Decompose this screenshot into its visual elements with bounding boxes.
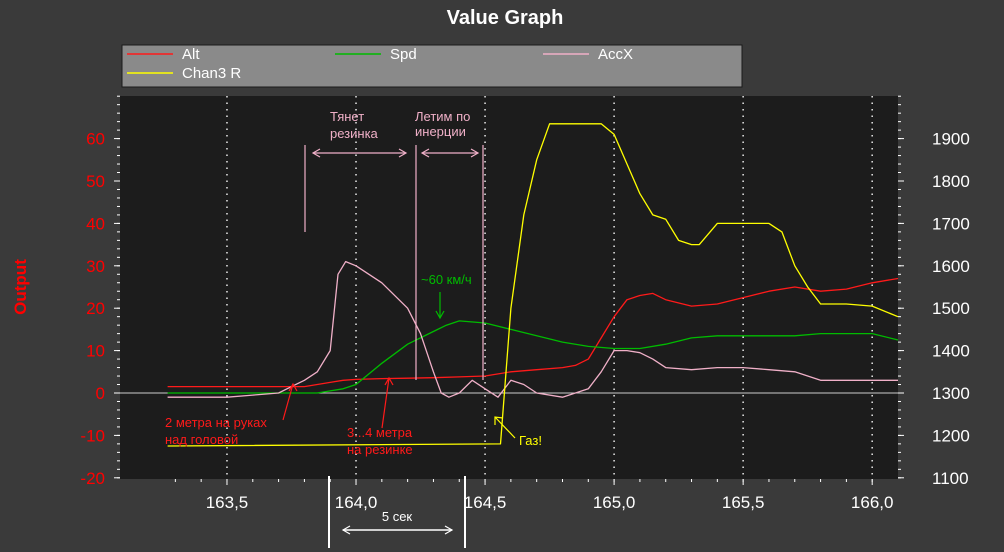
series-line-alt xyxy=(167,277,899,388)
arrow-line xyxy=(381,377,390,429)
arrow-head xyxy=(398,148,408,158)
series-line-chan3-r xyxy=(167,123,899,447)
y-tick-label: 30 xyxy=(86,257,105,276)
y2-tick-label: 1800 xyxy=(932,172,970,191)
annotation-sec5: 5 сек xyxy=(382,509,413,524)
annotation-spd60: ~60 км/ч xyxy=(421,272,472,287)
x-tick-label: 163,5 xyxy=(206,493,249,512)
y2-tick-label: 1100 xyxy=(932,469,969,488)
legend-box xyxy=(121,44,743,88)
y-axis-label: Output xyxy=(11,259,30,315)
x-tick-label: 165,0 xyxy=(593,493,636,512)
y2-tick-label: 1700 xyxy=(932,214,970,233)
legend-entry: Chan3 R xyxy=(182,65,241,82)
y2-tick-label: 1600 xyxy=(932,257,970,276)
annotation-ruki: 2 метра на руках xyxy=(165,415,267,430)
y-tick-label: -20 xyxy=(80,469,105,488)
arrow-line xyxy=(282,383,294,421)
arrow-head xyxy=(435,310,445,320)
arrow-head xyxy=(444,525,454,535)
y2-tick-label: 1900 xyxy=(932,130,970,149)
y-tick-label: 20 xyxy=(86,299,105,318)
arrow-head xyxy=(470,148,480,158)
annotation-gaz: Газ! xyxy=(519,433,542,448)
arrow-head xyxy=(341,525,351,535)
y-tick-label: 50 xyxy=(86,172,105,191)
annotation-ruki: над головой xyxy=(165,432,238,447)
arrow-head xyxy=(288,382,298,392)
y-tick-label: -10 xyxy=(80,426,105,445)
series-layer xyxy=(167,123,899,447)
arrow-head xyxy=(311,148,321,158)
arrow-head xyxy=(494,416,504,425)
annotation-letim: инерции xyxy=(415,124,466,139)
annotation-tyanet: резинка xyxy=(330,126,379,141)
arrow-head xyxy=(384,376,394,386)
annotation-rezinka: 3...4 метра xyxy=(347,425,413,440)
y-tick-label: 40 xyxy=(86,214,105,233)
annotation-tyanet: Тянет xyxy=(330,109,364,124)
annotation-letim: Летим по xyxy=(415,109,470,124)
legend-entry: Spd xyxy=(390,46,417,63)
series-line-spd xyxy=(167,320,899,394)
y-tick-label: 10 xyxy=(86,342,105,361)
arrow-line xyxy=(494,416,516,439)
legend-entry: AccX xyxy=(598,46,633,63)
legend: Alt Spd AccX Chan3 R xyxy=(121,44,743,88)
x-tick-label: 164,0 xyxy=(335,493,378,512)
legend-entry: Alt xyxy=(182,46,200,63)
chart-title: Value Graph xyxy=(447,7,564,29)
x-tick-label: 164,5 xyxy=(464,493,507,512)
y-tick-label: 0 xyxy=(96,384,105,403)
y-tick-label: 60 xyxy=(86,130,105,149)
annotation-rezinka: на резинке xyxy=(347,442,413,457)
y2-tick-label: 1300 xyxy=(932,384,970,403)
axis-ticks: 163,5 164,0 164,5 165,0 165,5 166,0 -20 -10 0 10 2… xyxy=(80,95,970,512)
plot-area xyxy=(120,96,898,479)
x-tick-label: 165,5 xyxy=(722,493,765,512)
y2-tick-label: 1400 xyxy=(932,342,970,361)
series-line-accx xyxy=(167,260,898,398)
x-tick-label: 166,0 xyxy=(851,493,894,512)
y2-tick-label: 1500 xyxy=(932,299,970,318)
y2-tick-label: 1200 xyxy=(932,426,970,445)
arrow-head xyxy=(420,148,430,158)
